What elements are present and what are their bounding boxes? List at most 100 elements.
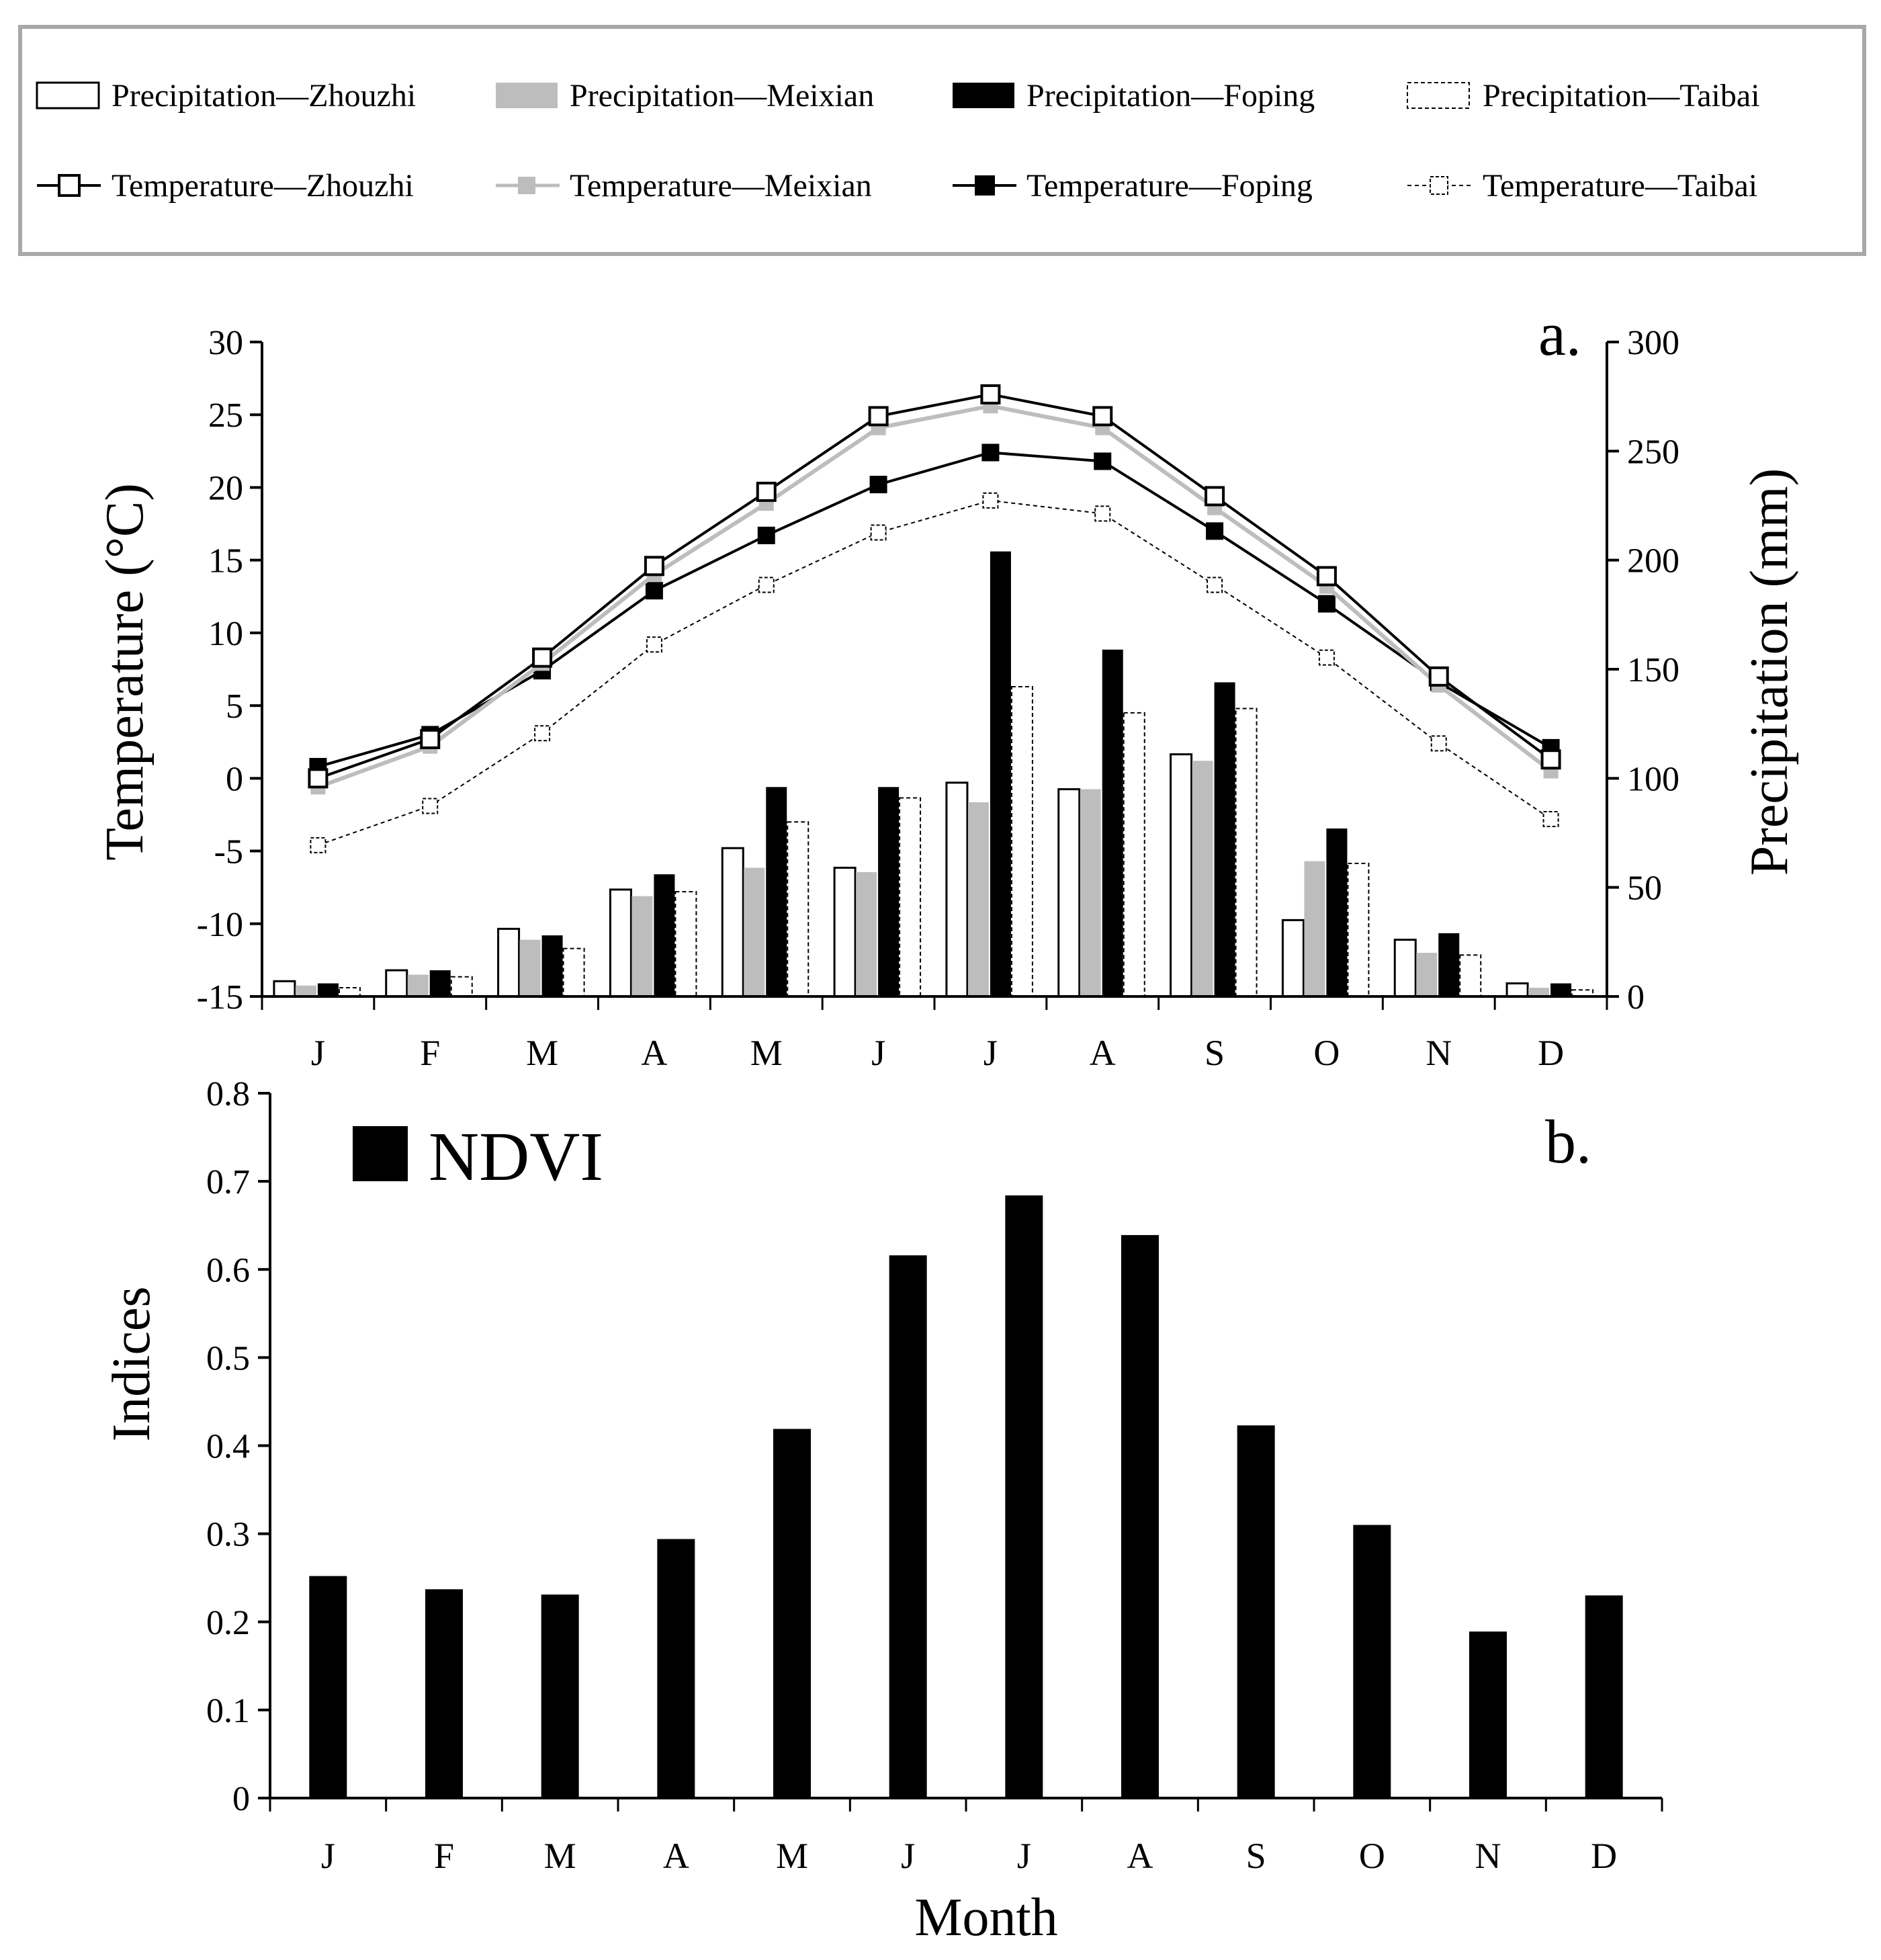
temp-point-foping [645, 582, 663, 600]
legend-precip-meixian: Precipitation—Meixian [496, 78, 874, 114]
precip-bar-zhouzhi [273, 980, 296, 998]
temp-point-taibai [422, 798, 439, 814]
precip-bar-meixian [295, 985, 316, 996]
x-tick-label: M [750, 1033, 783, 1073]
y-left-tick-label: -15 [197, 978, 243, 1017]
y-tick-label: 0 [232, 1780, 250, 1818]
precip-bar-taibai [562, 947, 585, 998]
precip-bar-taibai [899, 797, 922, 997]
precip-bar-foping [990, 551, 1011, 996]
panel-label-b: b. [1545, 1107, 1591, 1176]
precip-bar-foping [878, 787, 900, 996]
temp-point-foping [1206, 522, 1224, 540]
y-right-tick-label: 50 [1627, 869, 1662, 908]
temp-point-zhouzhi [1540, 749, 1561, 770]
y-left-tick-label: -5 [214, 833, 243, 871]
y-right-tick-label: 200 [1627, 542, 1679, 581]
precip-bar-zhouzhi [1057, 788, 1081, 998]
x-tick-label: J [901, 1836, 915, 1876]
ndvi-bar [1585, 1595, 1623, 1798]
precip-bar-meixian [519, 939, 541, 996]
legend-marker-temp-foping [975, 175, 995, 196]
precip-bar-taibai [338, 987, 361, 997]
temp-point-taibai [1542, 810, 1559, 827]
y-right-tick-label: 100 [1627, 760, 1679, 798]
x-tick-label: A [1090, 1033, 1116, 1073]
temp-point-taibai [646, 636, 662, 653]
temp-point-zhouzhi [532, 647, 553, 668]
temp-line-zhouzhi [317, 392, 1552, 780]
x-tick-label: D [1538, 1033, 1564, 1073]
legend-swatch-precip-zhouzhi [36, 81, 100, 110]
precipitation-bars [273, 551, 1594, 998]
temp-line-taibai [318, 499, 1552, 846]
x-tick-label: N [1426, 1033, 1452, 1073]
y-left-tick-label: -10 [197, 906, 243, 944]
y-tick-label: 0.7 [206, 1163, 250, 1201]
legend-temp-zhouzhi: Temperature—Zhouzhi [37, 168, 414, 204]
precip-bar-meixian [967, 802, 989, 996]
precip-bar-zhouzhi [1505, 982, 1529, 998]
temp-point-foping [1094, 452, 1112, 470]
precip-bar-meixian [744, 867, 765, 996]
x-tick-label: A [1127, 1836, 1153, 1876]
legend-label-temp-foping: Temperature—Foping [1026, 168, 1313, 204]
legend-label-precip-meixian: Precipitation—Meixian [570, 78, 874, 114]
y-right-tick-label: 150 [1627, 651, 1679, 689]
precip-bar-taibai [450, 976, 473, 998]
legend-precip-zhouzhi: Precipitation—Zhouzhi [36, 78, 416, 114]
legend-temp-foping: Temperature—Foping [953, 168, 1313, 204]
precip-bar-meixian [856, 871, 877, 996]
temp-point-zhouzhi [1428, 666, 1449, 687]
x-tick-label: F [434, 1836, 454, 1876]
ndvi-legend-swatch [353, 1126, 408, 1181]
y-axis-title-precipitation: Precipitation (mm) [1740, 468, 1799, 876]
temp-point-taibai [870, 524, 887, 541]
ndvi-bar [1237, 1425, 1275, 1798]
x-tick-label: O [1359, 1836, 1385, 1876]
temp-point-zhouzhi [644, 556, 664, 577]
y-tick-label: 0.2 [206, 1604, 250, 1642]
y-axis-title-temperature: Temperature (°C) [95, 483, 155, 861]
y-left-tick-label: 0 [226, 760, 243, 798]
precip-bar-foping [1438, 933, 1460, 996]
panel-label-a: a. [1538, 300, 1581, 368]
precip-bar-meixian [1528, 988, 1550, 996]
precip-bar-taibai [1459, 954, 1482, 998]
panel-b-axes: 0.8 0.7 0.6 0.5 0.4 0.3 0.2 0.1 0 J F M A M J J A S O N D [206, 1075, 1663, 1876]
y-left-tick-label: 15 [208, 542, 243, 581]
legend-label-precip-taibai: Precipitation—Taibai [1483, 78, 1760, 114]
temp-line-meixian [317, 404, 1552, 790]
precip-bar-meixian [1304, 861, 1325, 996]
ndvi-bar [1005, 1195, 1043, 1798]
temp-point-zhouzhi [1205, 486, 1225, 507]
y-left-tick-label: 10 [208, 615, 243, 653]
precip-bar-zhouzhi [385, 969, 408, 998]
precip-bar-meixian [631, 896, 653, 996]
x-tick-label: N [1475, 1836, 1501, 1876]
y-right-tick-label: 0 [1627, 978, 1645, 1017]
y-tick-label: 0.6 [206, 1251, 250, 1289]
precip-bar-foping [766, 787, 787, 996]
y-right-tick-label: 250 [1627, 433, 1679, 471]
temp-point-taibai [1094, 505, 1111, 522]
ndvi-bar [773, 1429, 811, 1798]
temp-point-foping [869, 476, 887, 494]
y-left-tick-label: 25 [208, 396, 243, 435]
x-tick-label: D [1591, 1836, 1617, 1876]
ndvi-legend-label: NDVI [429, 1118, 603, 1195]
x-tick-label: S [1205, 1033, 1225, 1073]
legend-marker-temp-taibai [1430, 176, 1448, 195]
temp-point-taibai [310, 837, 326, 853]
y-left-tick-label: 30 [208, 324, 243, 362]
legend-swatch-precip-taibai [1407, 82, 1470, 109]
temp-point-zhouzhi [1092, 406, 1113, 427]
ndvi-bar [1121, 1235, 1159, 1798]
x-tick-label: J [871, 1033, 885, 1073]
precip-bar-foping [429, 970, 451, 996]
legend-swatch-precip-foping [953, 83, 1014, 108]
legend-swatch-precip-meixian [496, 83, 558, 108]
precip-bar-foping [1102, 649, 1123, 996]
